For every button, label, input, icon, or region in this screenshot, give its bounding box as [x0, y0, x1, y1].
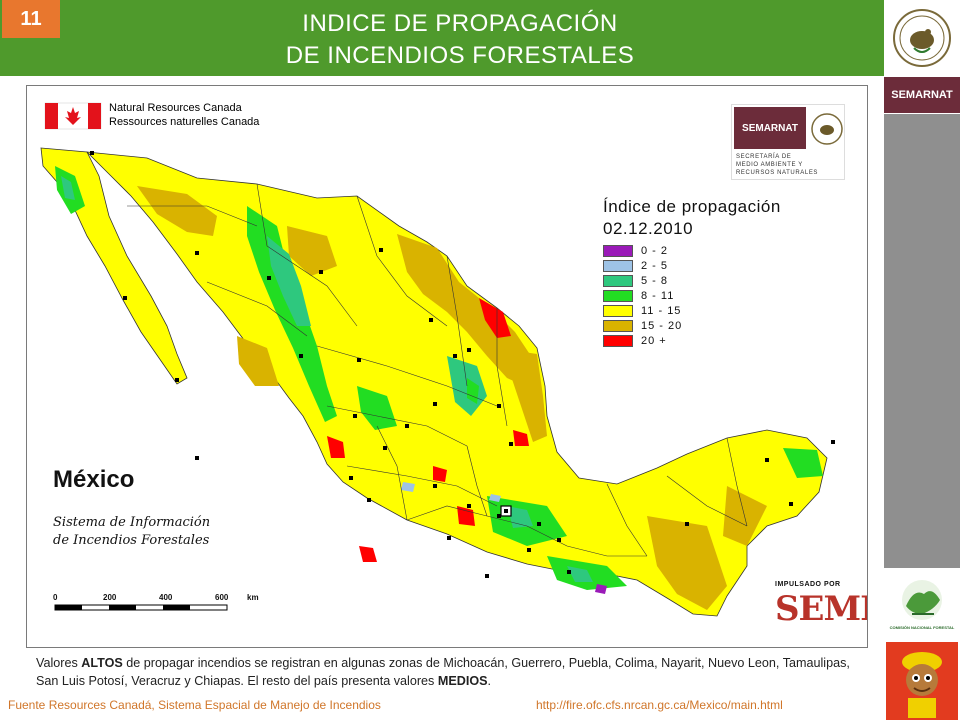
- map-caption: Valores ALTOS de propagar incendios se r…: [36, 654, 872, 690]
- scale-label: 200: [103, 593, 117, 602]
- semarnat-logo: SEMARNAT SECRETARÍA DE MEDIO AMBIENTE Y …: [731, 104, 845, 180]
- slide-header: 11 INDICE DE PROPAGACIÓN DE INCENDIOS FO…: [0, 0, 884, 76]
- legend-swatch: [603, 245, 633, 257]
- legend-swatch: [603, 320, 633, 332]
- legend-date: 02.12.2010: [603, 219, 694, 238]
- title-line-2: DE INCENDIOS FORESTALES: [285, 42, 635, 69]
- legend-item: 0 - 2: [603, 244, 723, 259]
- legend-label: 2 - 5: [641, 260, 669, 272]
- semarnat-side-label: SEMARNAT: [884, 77, 960, 113]
- semarnat-subtitle: SECRETARÍA DE MEDIO AMBIENTE Y RECURSOS …: [736, 153, 846, 177]
- title-line-1: INDICE DE PROPAGACIÓN: [302, 10, 618, 37]
- system-label: Sistema de Información de Incendios Fore…: [53, 514, 210, 550]
- conafor-logo: COMISIÓN NACIONAL FORESTAL: [884, 570, 960, 640]
- caption-bold-medium: MEDIOS: [437, 674, 488, 688]
- caption-bold-high: ALTOS: [81, 656, 123, 670]
- caption-text-3: .: [487, 674, 492, 688]
- legend-item: 20 +: [603, 334, 723, 349]
- canada-flag-icon: [44, 102, 102, 130]
- right-logo-panel: SEMARNAT COMISIÓN NACIONAL FORESTAL: [884, 0, 960, 720]
- legend-label: 5 - 8: [641, 275, 669, 287]
- mexico-map-graphic: [40, 102, 835, 617]
- semi-tagline: IMPULSADO POR: [775, 581, 841, 588]
- legend-label: 0 - 2: [641, 245, 669, 257]
- grey-side-bar: [884, 114, 960, 568]
- legend-title-line-1: Índice de propagación: [603, 197, 781, 216]
- semi-name: SEMI: [775, 589, 868, 629]
- footer-url[interactable]: http://fire.ofc.cfs.nrcan.gc.ca/Mexico/m…: [536, 698, 783, 712]
- city-markers: [90, 151, 835, 578]
- map-scale: 0 200 400 600 km: [51, 593, 271, 623]
- semarnat-logo-text: SEMARNAT: [734, 107, 806, 149]
- footer-source: Fuente Resources Canadá, Sistema Espacia…: [8, 698, 381, 712]
- capital-marker: [500, 505, 512, 517]
- legend-label: 20 +: [641, 335, 667, 347]
- mexico-seal-icon: [884, 0, 960, 76]
- legend-title: Índice de propagación 02.12.2010: [603, 196, 781, 240]
- legend-swatch: [603, 335, 633, 347]
- legend-swatch: [603, 305, 633, 317]
- system-line-1: Sistema de Información: [53, 515, 211, 530]
- slide-number: 11: [2, 0, 60, 38]
- legend-item: 5 - 8: [603, 274, 723, 289]
- legend-item: 15 - 20: [603, 319, 723, 334]
- semarnat-sub-3: RECURSOS NATURALES: [736, 170, 819, 176]
- legend-item: 2 - 5: [603, 259, 723, 274]
- forest-mascot-icon: [886, 642, 958, 720]
- semi-logo: IMPULSADO POR SEMI: [771, 581, 867, 633]
- legend-item: 8 - 11: [603, 289, 723, 304]
- legend-label: 8 - 11: [641, 290, 675, 302]
- caption-text-2: de propagar incendios se registran en al…: [36, 656, 850, 688]
- legend-label: 11 - 15: [641, 305, 682, 317]
- semarnat-sub-1: SECRETARÍA DE: [736, 154, 792, 160]
- legend-swatch: [603, 260, 633, 272]
- conafor-text: COMISIÓN NACIONAL FORESTAL: [889, 625, 955, 630]
- caption-text-1: Valores: [36, 656, 82, 670]
- system-line-2: de Incendios Forestales: [53, 533, 210, 548]
- legend-swatch: [603, 290, 633, 302]
- scale-label: km: [247, 593, 259, 602]
- legend: 0 - 2 2 - 5 5 - 8 8 - 11 11 - 15 15 - 20…: [603, 244, 723, 349]
- nrcan-label: Natural Resources Canada Ressources natu…: [109, 101, 259, 129]
- scale-label: 600: [215, 593, 229, 602]
- scale-bar-graphic: [54, 604, 228, 611]
- scale-label: 0: [53, 593, 58, 602]
- nrcan-line-1: Natural Resources Canada: [109, 102, 242, 114]
- slide-title: INDICE DE PROPAGACIÓN DE INCENDIOS FORES…: [250, 8, 670, 72]
- scale-label: 400: [159, 593, 173, 602]
- legend-label: 15 - 20: [641, 320, 683, 332]
- legend-swatch: [603, 275, 633, 287]
- legend-item: 11 - 15: [603, 304, 723, 319]
- fire-index-map: Natural Resources Canada Ressources natu…: [26, 85, 868, 648]
- country-label: México: [53, 466, 135, 493]
- semarnat-sub-2: MEDIO AMBIENTE Y: [736, 162, 803, 168]
- mexico-seal-small-icon: [811, 113, 843, 145]
- nrcan-line-2: Ressources naturelles Canada: [109, 116, 260, 128]
